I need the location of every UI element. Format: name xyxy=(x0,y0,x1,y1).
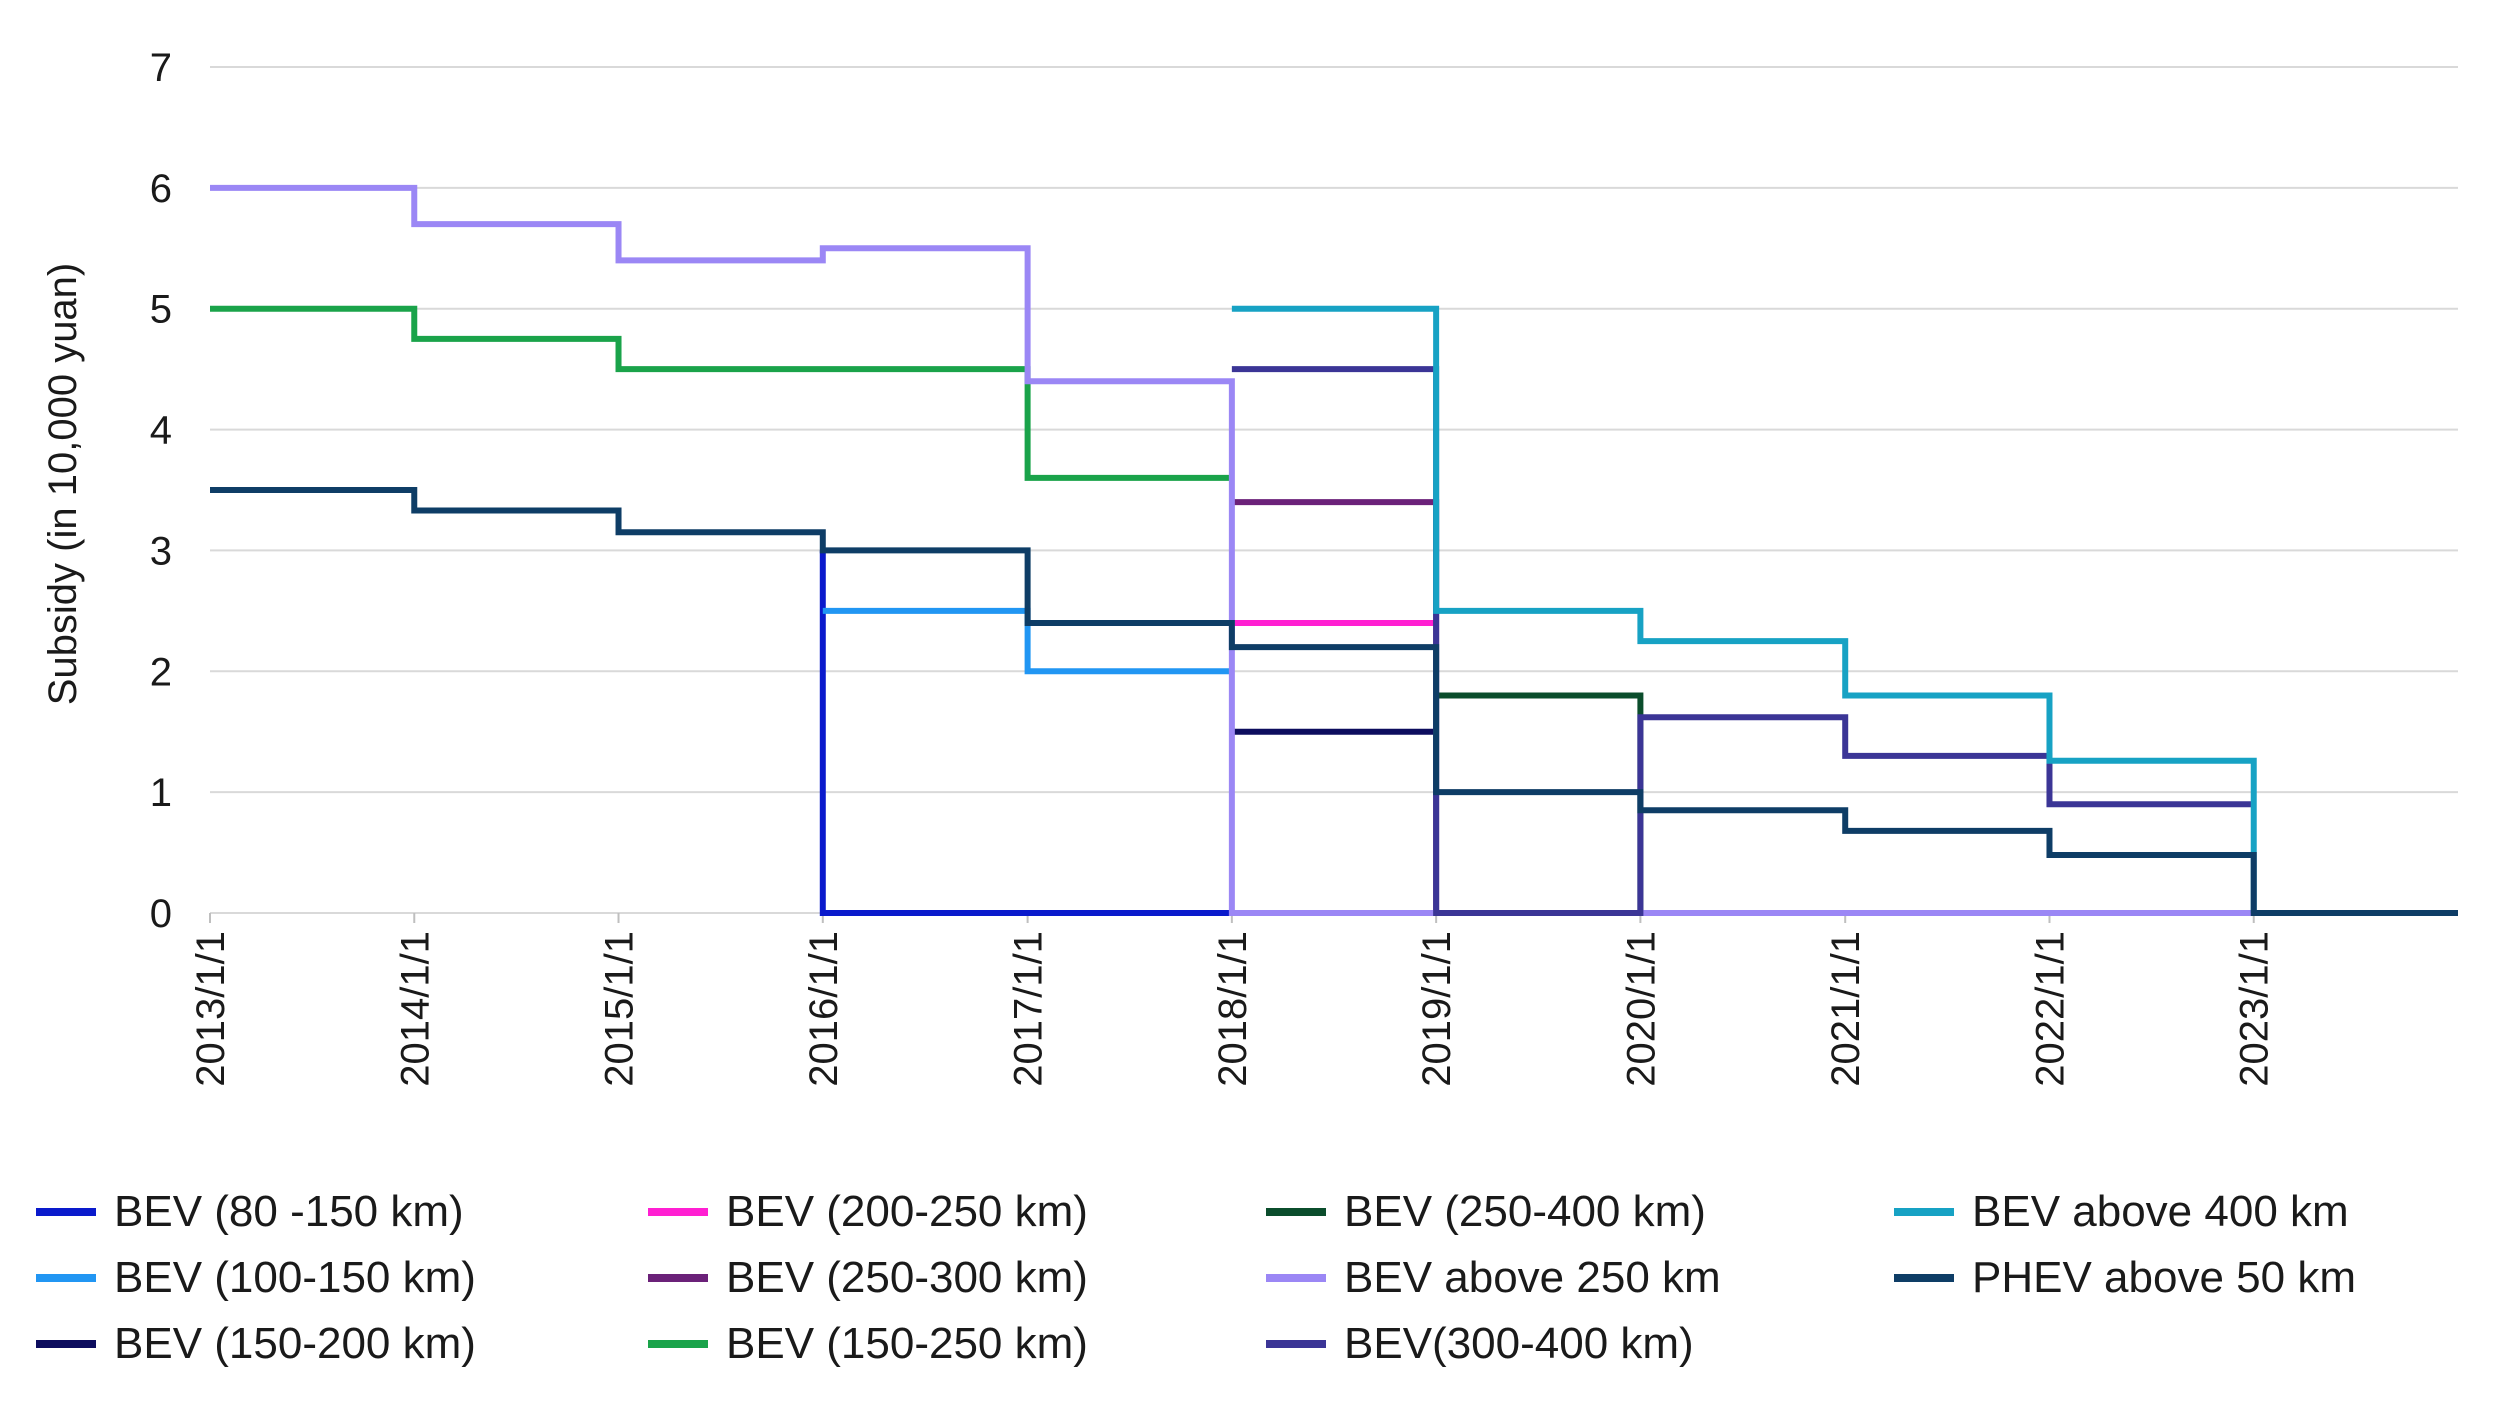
x-tick-label: 2023/1/1 xyxy=(2233,931,2277,1087)
legend-label: BEV (80 -150 km) xyxy=(114,1187,464,1236)
legend-item: BEV (150-200 km) xyxy=(36,1314,476,1374)
series-line-5 xyxy=(1231,499,1440,913)
y-tick-label: 5 xyxy=(150,288,172,332)
legend-item: BEV(300-400 km) xyxy=(1266,1314,1694,1374)
legend-item: BEV above 400 km xyxy=(1894,1182,2349,1242)
x-tick-label: 2018/1/1 xyxy=(1211,931,1255,1087)
y-tick-label: 6 xyxy=(150,167,172,211)
legend-item: BEV (200-250 km) xyxy=(648,1182,1088,1242)
series-layer xyxy=(210,184,2458,916)
y-tick-label: 1 xyxy=(150,771,172,815)
legend-swatch xyxy=(1266,1208,1326,1216)
legend-swatch xyxy=(648,1340,708,1348)
legend-label: BEV above 400 km xyxy=(1972,1187,2349,1236)
series-line-11 xyxy=(210,487,2458,916)
x-tick-label: 2014/1/1 xyxy=(393,931,437,1087)
legend-swatch xyxy=(36,1208,96,1216)
y-axis-title: Subsidy (in 10,000 yuan) xyxy=(41,263,85,706)
y-tick-label: 2 xyxy=(150,650,172,694)
legend-item: PHEV above 50 km xyxy=(1894,1248,2356,1308)
legend-label: BEV above 250 km xyxy=(1344,1253,1721,1302)
series-line-2 xyxy=(822,607,1232,675)
y-tick-label: 4 xyxy=(150,409,172,453)
y-tick-layer: 0 1 2 3 4 5 6 7 xyxy=(150,46,172,936)
series-line-9 xyxy=(1231,366,2254,916)
x-tick-layer: 2013/1/1 2014/1/1 2015/1/1 2016/1/1 2017/1/1… xyxy=(189,913,2277,1087)
grid-layer xyxy=(210,66,2458,914)
legend-swatch xyxy=(1894,1208,1954,1216)
legend-label: BEV(300-400 km) xyxy=(1344,1319,1694,1368)
legend-label: BEV (150-200 km) xyxy=(114,1319,476,1368)
legend-swatch xyxy=(648,1208,708,1216)
y-tick-label: 0 xyxy=(150,892,172,936)
legend-item: BEV (100-150 km) xyxy=(36,1248,476,1308)
series-line-1 xyxy=(819,550,1232,916)
legend-label: BEV (200-250 km) xyxy=(726,1187,1088,1236)
x-tick-label: 2015/1/1 xyxy=(598,931,642,1087)
x-tick-label: 2017/1/1 xyxy=(1007,931,1051,1087)
x-tick-label: 2021/1/1 xyxy=(1824,931,1868,1087)
legend-label: BEV (150-250 km) xyxy=(726,1319,1088,1368)
legend-swatch xyxy=(1266,1274,1326,1282)
y-tick-label: 3 xyxy=(150,529,172,573)
series-line-10 xyxy=(1231,305,2257,913)
legend-item: BEV (250-400 km) xyxy=(1266,1182,1706,1242)
legend-item: BEV (80 -150 km) xyxy=(36,1182,464,1242)
x-tick-label: 2016/1/1 xyxy=(802,931,846,1087)
legend-label: BEV (250-300 km) xyxy=(726,1253,1088,1302)
legend-item: BEV above 250 km xyxy=(1266,1248,1721,1308)
legend-label: BEV (250-400 km) xyxy=(1344,1187,1706,1236)
legend-swatch xyxy=(1894,1274,1954,1282)
legend-swatch xyxy=(648,1274,708,1282)
x-tick-label: 2022/1/1 xyxy=(2028,931,2072,1087)
series-line-8 xyxy=(210,184,2458,916)
series-line-7 xyxy=(1436,692,1644,913)
legend-swatch xyxy=(36,1340,96,1348)
x-tick-label: 2019/1/1 xyxy=(1415,931,1459,1087)
legend-label: PHEV above 50 km xyxy=(1972,1253,2356,1302)
legend-item: BEV (150-250 km) xyxy=(648,1314,1088,1374)
x-tick-label: 2013/1/1 xyxy=(189,931,233,1087)
legend-label: BEV (100-150 km) xyxy=(114,1253,476,1302)
legend-swatch xyxy=(1266,1340,1326,1348)
series-line-6 xyxy=(210,305,1232,481)
legend-item: BEV (250-300 km) xyxy=(648,1248,1088,1308)
y-tick-label: 7 xyxy=(150,46,172,90)
x-tick-label: 2020/1/1 xyxy=(1619,931,1663,1087)
legend-swatch xyxy=(36,1274,96,1282)
